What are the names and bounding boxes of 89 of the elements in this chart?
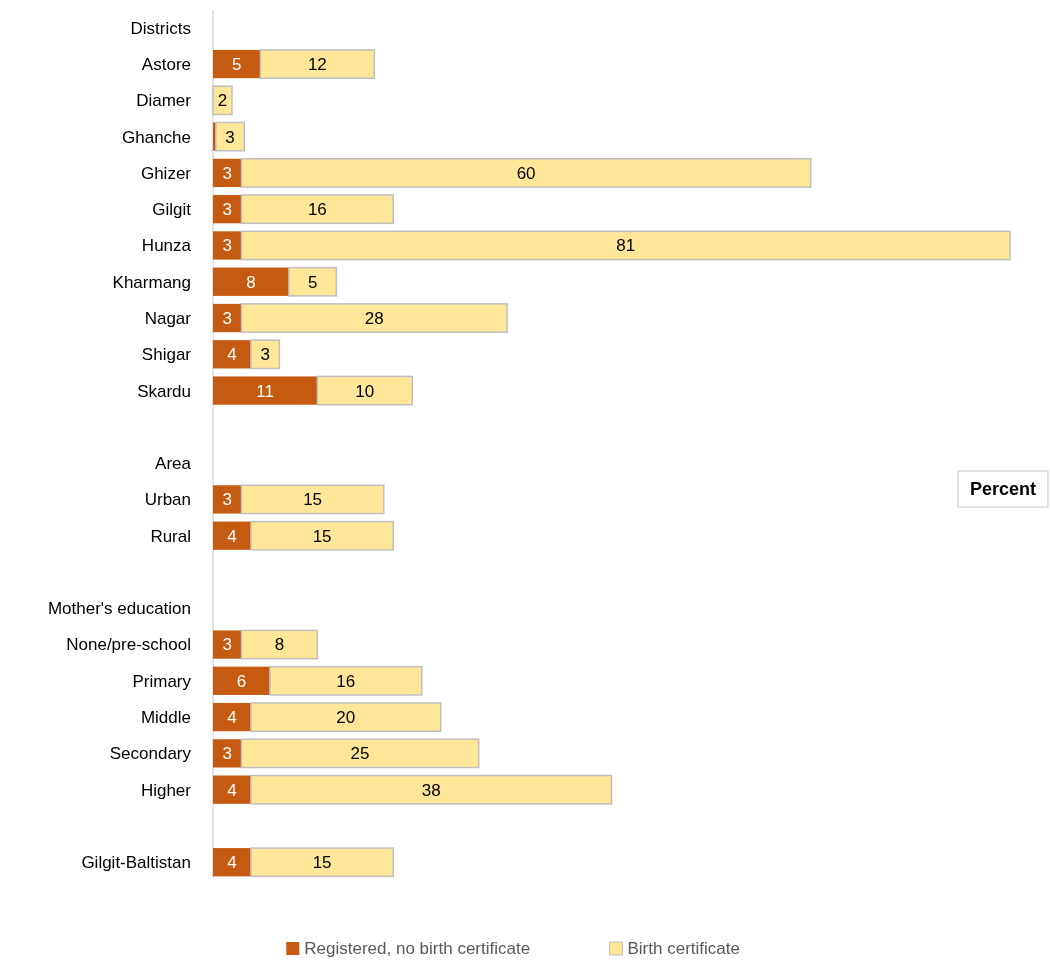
data-label: 15 [312,853,332,873]
y-tick-label: Mother's education [47,599,191,619]
bar [250,774,613,805]
bar [213,376,318,405]
data-label: 6 [236,671,247,691]
data-label: 4 [227,853,237,873]
y-tick-label: Astore [141,55,191,75]
data-label: 25 [350,744,370,764]
data-label: 4 [227,708,237,728]
data-label: 3 [225,127,235,147]
bar [240,629,319,660]
annotation: Percent [969,479,1037,500]
y-tick-label: Districts [130,18,191,38]
bar [250,520,395,551]
bar [250,702,442,732]
bar [213,666,270,695]
y-tick-label: Middle [140,708,191,728]
data-label: 16 [336,671,356,691]
legend-label: Registered, no birth certificate [304,938,531,958]
data-label: 10 [355,381,375,401]
data-label: 20 [336,708,356,728]
bar [316,375,413,406]
data-label: 3 [222,308,232,328]
data-label: 3 [222,744,232,764]
y-tick-label: Gilgit-Baltistan [81,853,191,873]
bar [213,231,242,260]
y-tick-label: Shigar [141,345,192,365]
y-tick-label: Ghanche [122,127,191,147]
data-label: 8 [274,635,285,655]
bar [213,485,242,514]
data-label: 4 [227,345,237,365]
data-label: 81 [616,236,636,256]
y-tick-label: None/pre-school [66,635,191,655]
bar [213,340,251,369]
bar [212,85,233,116]
data-label: 2 [217,91,228,111]
bar [240,484,385,515]
y-tick-label: Urban [144,490,191,510]
bar [240,303,508,333]
bar [240,158,812,188]
data-label: 4 [227,780,237,800]
bar [213,739,242,768]
y-tick-label: Area [155,454,192,474]
data-label: 5 [307,272,318,292]
y-tick-label: Ghizer [140,163,192,183]
data-label: 5 [231,55,242,75]
y-tick-label: Nagar [144,308,192,328]
bar [213,848,251,877]
bar [215,121,246,152]
bar [250,847,395,878]
data-label: 28 [364,308,384,328]
data-label: 38 [421,780,441,800]
data-label: 3 [222,236,232,256]
bar [213,267,289,296]
data-label: 3 [222,635,232,655]
data-label: 3 [222,200,232,220]
data-label: 16 [307,200,327,220]
data-label: 3 [260,345,270,365]
y-tick-label: Diamer [136,91,192,111]
y-tick-label: Hunza [141,236,192,256]
bar [288,266,338,297]
data-label: 15 [312,526,332,546]
y-tick-label: Primary [132,671,192,691]
data-label: 12 [307,55,327,75]
bar [240,194,395,225]
data-label: 3 [222,490,232,510]
y-tick-label: Higher [140,780,192,800]
data-label: 60 [516,163,536,183]
bar [213,521,251,550]
bar [213,775,251,804]
y-tick-label: Gilgit [152,200,192,220]
data-label: 11 [256,381,275,401]
bar [213,702,251,732]
legend-label: Birth certificate [627,938,740,958]
y-tick-label: Secondary [109,744,192,764]
bar [269,665,423,696]
bar [259,49,376,79]
data-label: 8 [246,272,256,292]
data-label: 4 [227,526,237,546]
bar [240,738,480,769]
bar [240,230,1011,261]
y-tick-label: Kharmang [112,272,191,292]
bar [213,630,242,659]
data-label: 3 [222,163,232,183]
y-tick-label: Skardu [137,381,191,401]
data-label: 15 [303,490,323,510]
bar [213,49,261,79]
y-tick-label: Rural [150,526,191,546]
bar [250,339,281,370]
